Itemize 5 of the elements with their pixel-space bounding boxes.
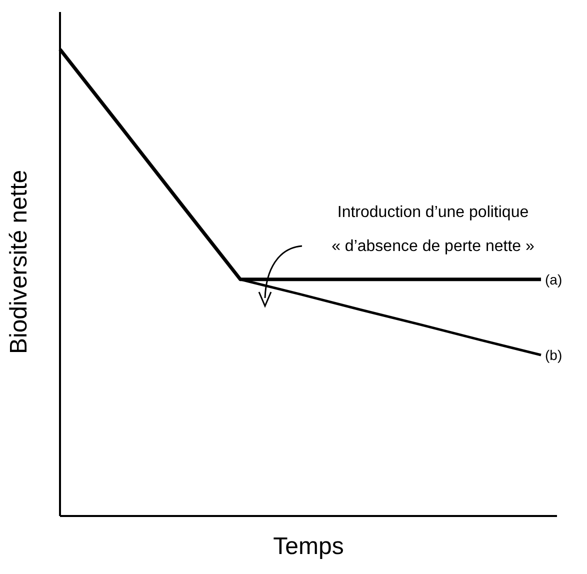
y-axis-title: Biodiversité nette bbox=[6, 170, 33, 354]
series-label: (b) bbox=[545, 347, 562, 363]
x-axis-title: Temps bbox=[273, 533, 344, 560]
annotation: Introduction d’une politique « d’absence de perte nette » bbox=[330, 203, 536, 257]
series-label: (a) bbox=[545, 271, 562, 288]
